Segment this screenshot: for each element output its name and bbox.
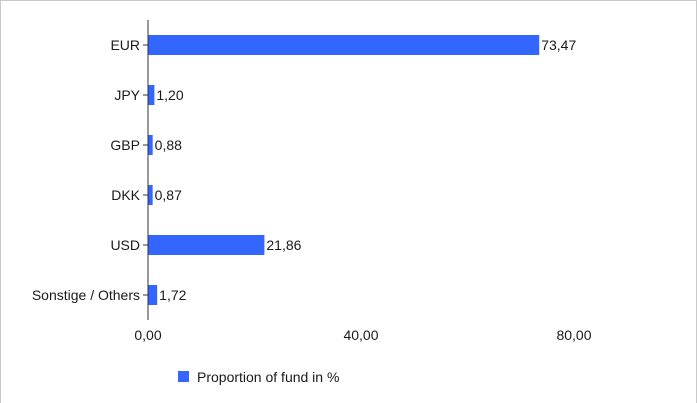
bar-gbp: [148, 135, 153, 155]
legend-label: Proportion of fund in %: [197, 369, 339, 385]
x-tick-label: 80,00: [556, 327, 591, 343]
bar-sonstige-others: [148, 285, 158, 305]
category-label: EUR: [110, 37, 140, 53]
value-label: 73,47: [541, 37, 576, 53]
axes-layer: [143, 20, 149, 320]
bar-usd: [148, 235, 265, 255]
x-tick-label: 40,00: [343, 327, 378, 343]
bar-jpy: [148, 85, 155, 105]
category-label: DKK: [111, 187, 140, 203]
category-label: Sonstige / Others: [32, 287, 140, 303]
value-label: 1,20: [156, 87, 183, 103]
category-label: USD: [110, 237, 140, 253]
bar-eur: [148, 35, 540, 55]
value-label: 0,88: [155, 137, 182, 153]
category-label: GBP: [110, 137, 140, 153]
bar-dkk: [148, 185, 153, 205]
value-label: 1,72: [159, 287, 186, 303]
category-label: JPY: [114, 87, 140, 103]
bars-layer: [148, 35, 540, 305]
value-label: 0,87: [155, 187, 182, 203]
legend: Proportion of fund in %: [178, 369, 339, 385]
legend-swatch: [178, 371, 189, 382]
value-label: 21,86: [266, 237, 301, 253]
labels-layer: EUR 73,47 JPY 1,20 GBP 0,88 DKK 0,87 USD 21,86 Son…: [32, 37, 592, 343]
x-tick-label: 0,00: [134, 327, 161, 343]
